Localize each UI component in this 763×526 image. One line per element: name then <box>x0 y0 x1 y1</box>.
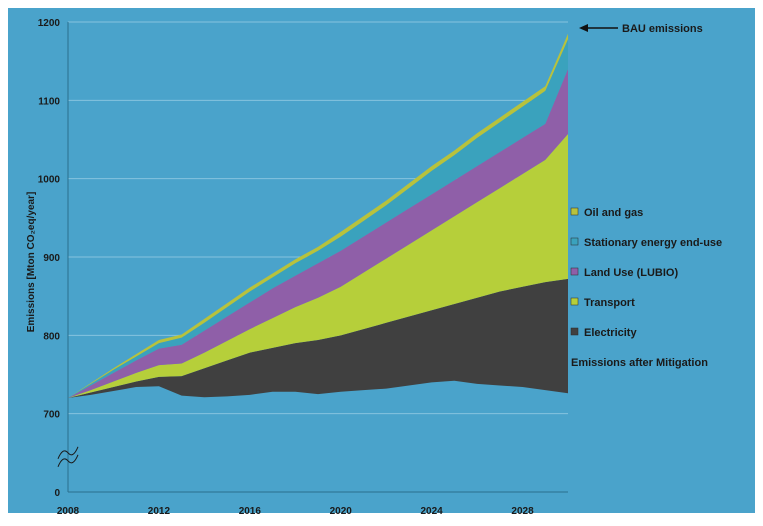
x-tick-label: 2012 <box>148 506 171 517</box>
x-tick-label: 2008 <box>57 506 80 517</box>
y-axis-label: Emissions [Mton CO₂eq/year] <box>26 192 37 333</box>
legend-swatch <box>570 297 579 306</box>
axes <box>57 22 568 493</box>
legend-entry-label: Oil and gas <box>584 207 643 219</box>
y-tick-label: 1000 <box>38 175 61 186</box>
legend-swatch <box>570 267 579 276</box>
y-tick-label: 800 <box>43 331 60 342</box>
y-axis-ticks: 0 700 800 900 1000 1100 1200 <box>38 18 61 499</box>
legend-entry-label: Electricity <box>584 327 637 339</box>
legend-entry-label: Stationary energy end-use <box>584 237 722 249</box>
bau-annotation: BAU emissions <box>579 23 703 35</box>
legend-swatch <box>570 237 579 246</box>
legend-swatch <box>570 327 579 336</box>
x-tick-label: 2016 <box>239 506 262 517</box>
y-tick-label: 1200 <box>38 18 61 29</box>
area-series <box>68 33 568 398</box>
bau-arrow-head <box>579 24 588 32</box>
legend-entry-label: Transport <box>584 297 635 309</box>
y-tick-label: 700 <box>43 410 60 421</box>
x-tick-label: 2024 <box>421 506 444 517</box>
axis-break-mark <box>57 454 79 468</box>
area-transport <box>68 134 568 398</box>
x-tick-label: 2028 <box>511 506 534 517</box>
x-axis-ticks: 2008 2012 2016 2020 2024 2028 <box>57 506 534 517</box>
axis-break-mark <box>57 446 79 460</box>
legend-swatch <box>570 207 579 216</box>
y-tick-label: 900 <box>43 253 60 264</box>
y-tick-label: 1100 <box>38 96 60 107</box>
bau-annotation-text: BAU emissions <box>622 23 703 35</box>
y-tick-label: 0 <box>54 488 60 499</box>
area-electricity <box>68 278 568 398</box>
legend-entry-label: Emissions after Mitigation <box>571 357 708 369</box>
legend: Oil and gas Stationary energy end-use Land… <box>570 207 722 369</box>
x-tick-label: 2020 <box>330 506 353 517</box>
legend-entry-label: Land Use (LUBIO) <box>584 267 678 279</box>
